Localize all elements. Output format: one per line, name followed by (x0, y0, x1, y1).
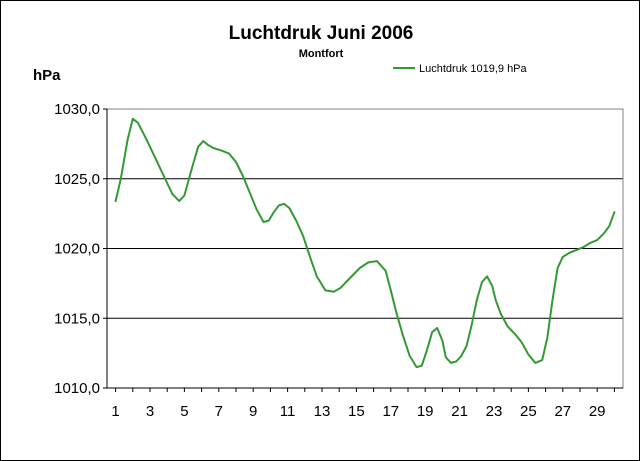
x-tick-label: 9 (249, 403, 257, 420)
series-layer (114, 117, 616, 369)
y-tick-label: 1020,0 (54, 241, 100, 258)
x-tick-label: 5 (180, 403, 188, 420)
x-tick-label: 13 (314, 403, 331, 420)
series-line-0 (114, 117, 616, 369)
legend-label: Luchtdruk 1019,9 hPa (419, 63, 528, 75)
chart-subtitle: Montfort (299, 48, 344, 60)
x-tick-label: 7 (215, 403, 223, 420)
x-tick-label: 17 (382, 403, 399, 420)
y-tick-label: 1015,0 (54, 310, 100, 327)
x-axis: 1 3 5 7 9 11 13 15 17 19 21 23 25 27 29 (107, 387, 623, 420)
y-tick-label: 1025,0 (54, 171, 100, 188)
x-tick-label: 27 (554, 403, 571, 420)
x-tick-label: 3 (146, 403, 154, 420)
x-tick-label: 25 (520, 403, 537, 420)
x-tick-label: 21 (451, 403, 468, 420)
gridlines (107, 108, 623, 319)
x-tick-label: 19 (417, 403, 434, 420)
y-axis: 1010,0 1015,0 1020,0 1025,0 1030,0 (54, 101, 108, 397)
x-tick-label: 11 (280, 403, 296, 420)
legend: Luchtdruk 1019,9 hPa (393, 63, 528, 75)
x-tick-label: 15 (348, 403, 365, 420)
y-axis-unit-label: hPa (33, 67, 61, 84)
y-tick-label: 1010,0 (54, 380, 100, 397)
x-tick-label: 29 (589, 403, 606, 420)
x-tick-label: 23 (486, 403, 503, 420)
y-tick-label: 1030,0 (54, 101, 100, 118)
x-tick-label: 1 (111, 403, 119, 420)
chart-title: Luchtdruk Juni 2006 (229, 23, 414, 44)
